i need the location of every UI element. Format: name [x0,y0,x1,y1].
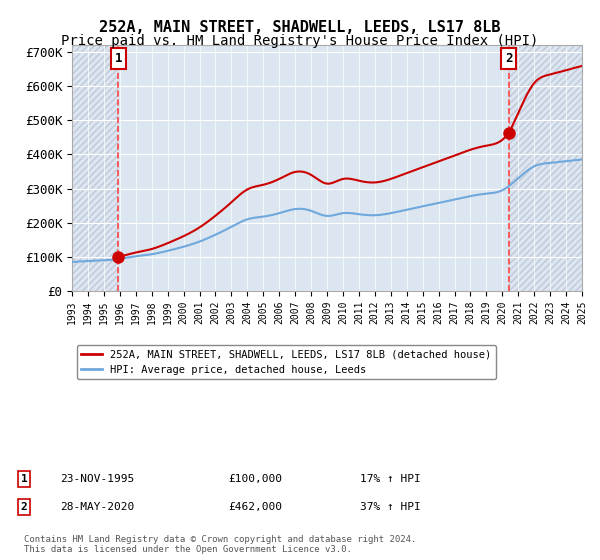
Text: 252A, MAIN STREET, SHADWELL, LEEDS, LS17 8LB: 252A, MAIN STREET, SHADWELL, LEEDS, LS17… [99,20,501,35]
Text: 23-NOV-1995: 23-NOV-1995 [60,474,134,484]
Text: 2: 2 [505,52,512,65]
Text: Price paid vs. HM Land Registry's House Price Index (HPI): Price paid vs. HM Land Registry's House … [61,34,539,48]
Text: £100,000: £100,000 [228,474,282,484]
Text: 28-MAY-2020: 28-MAY-2020 [60,502,134,512]
Text: 37% ↑ HPI: 37% ↑ HPI [360,502,421,512]
Text: 17% ↑ HPI: 17% ↑ HPI [360,474,421,484]
Text: 2: 2 [20,502,28,512]
Bar [72,45,118,291]
Text: 1: 1 [115,52,122,65]
Text: 1: 1 [20,474,28,484]
Legend: 252A, MAIN STREET, SHADWELL, LEEDS, LS17 8LB (detached house), HPI: Average pric: 252A, MAIN STREET, SHADWELL, LEEDS, LS17… [77,346,496,379]
Text: £462,000: £462,000 [228,502,282,512]
Text: Contains HM Land Registry data © Crown copyright and database right 2024.
This d: Contains HM Land Registry data © Crown c… [24,535,416,554]
